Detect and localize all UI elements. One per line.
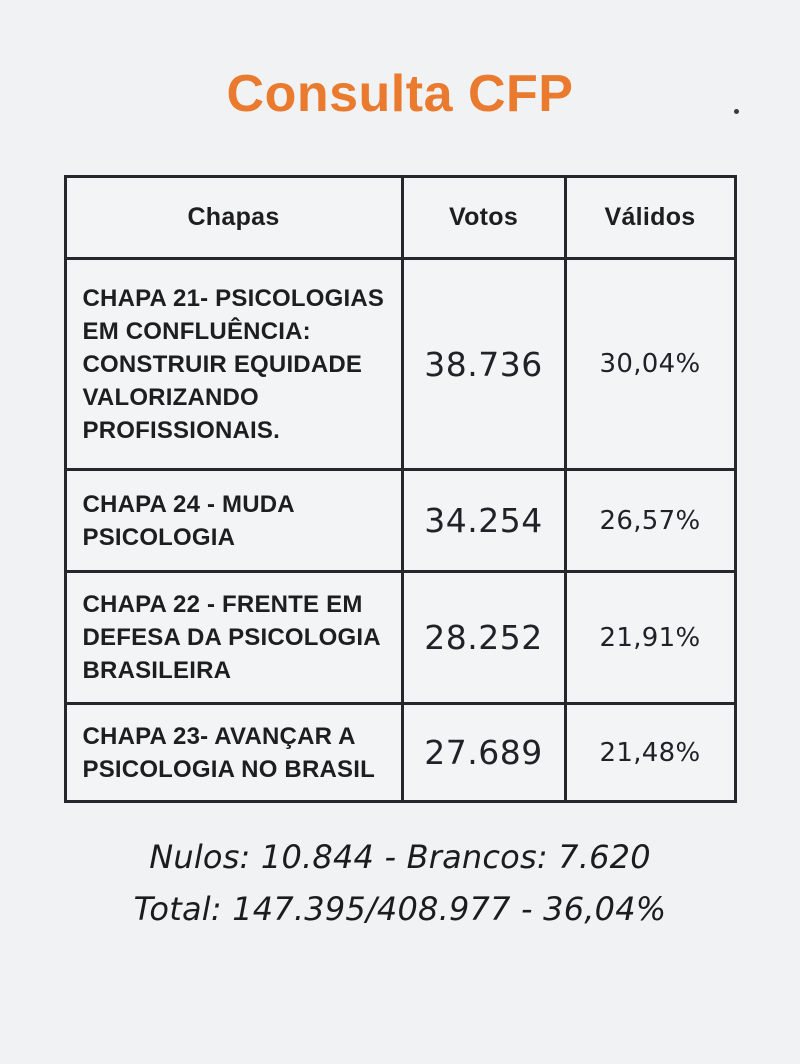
summary-line-total: Total: 147.395/408.977 - 36,04% — [133, 890, 667, 928]
col-header-validos: Válidos — [563, 175, 737, 260]
votos-cell: 34.254 — [400, 468, 567, 573]
page: Consulta CFP Chapas Votos Válidos CHAPA … — [0, 64, 800, 935]
header-row: Chapas Votos Válidos — [63, 175, 737, 260]
corner-dot — [734, 109, 739, 114]
table-body: CHAPA 21- PSICOLOGIAS EM CONFLUÊNCIA: CO… — [63, 257, 737, 803]
table-row: CHAPA 21- PSICOLOGIAS EM CONFLUÊNCIA: CO… — [63, 257, 737, 471]
summary-line-nulos-brancos: Nulos: 10.844 - Brancos: 7.620 — [149, 838, 651, 876]
page-title: Consulta CFP — [226, 65, 574, 123]
table-row: CHAPA 24 - MUDA PSICOLOGIA 34.254 26,57% — [63, 468, 737, 573]
table-header: Chapas Votos Válidos — [63, 175, 737, 260]
validos-cell: 21,91% — [563, 570, 737, 705]
summary: Nulos: 10.844 - Brancos: 7.620 Total: 14… — [0, 831, 800, 935]
chapa-cell: CHAPA 23- AVANÇAR A PSICOLOGIA NO BRASIL — [63, 702, 404, 803]
table-row: CHAPA 23- AVANÇAR A PSICOLOGIA NO BRASIL… — [63, 702, 737, 803]
chapa-cell: CHAPA 22 - FRENTE EM DEFESA DA PSICOLOGI… — [63, 570, 404, 705]
col-header-chapas: Chapas — [63, 175, 404, 260]
validos-cell: 21,48% — [563, 702, 737, 803]
validos-cell: 30,04% — [563, 257, 737, 471]
results-table: Chapas Votos Válidos CHAPA 21- PSICOLOGI… — [63, 175, 737, 803]
chapa-cell: CHAPA 24 - MUDA PSICOLOGIA — [63, 468, 404, 573]
validos-cell: 26,57% — [563, 468, 737, 573]
col-header-votos: Votos — [400, 175, 567, 260]
votos-cell: 38.736 — [400, 257, 567, 471]
votos-cell: 28.252 — [400, 570, 567, 705]
votos-cell: 27.689 — [400, 702, 567, 803]
chapa-cell: CHAPA 21- PSICOLOGIAS EM CONFLUÊNCIA: CO… — [63, 257, 404, 471]
table-row: CHAPA 22 - FRENTE EM DEFESA DA PSICOLOGI… — [63, 570, 737, 705]
